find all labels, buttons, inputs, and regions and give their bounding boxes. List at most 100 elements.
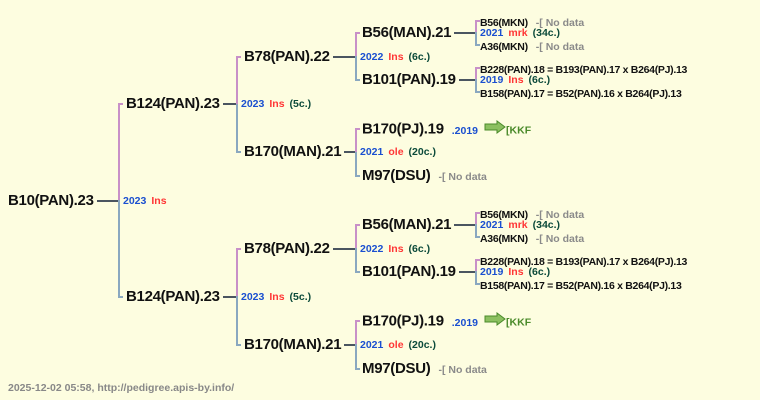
colony-count: (20c.) xyxy=(408,146,436,158)
mating-year: 2019 xyxy=(480,266,504,278)
pedigree-node[interactable]: B78(PAN).22 xyxy=(244,48,330,66)
node-name[interactable]: A36(MKN) xyxy=(480,41,528,53)
node-name[interactable]: B101(PAN).19 xyxy=(362,71,456,88)
pedigree-node[interactable]: B170(MAN).21 xyxy=(244,143,342,161)
connector-tick xyxy=(475,283,480,285)
connector-line xyxy=(454,224,475,226)
node-name[interactable]: B124(PAN).23 xyxy=(126,288,220,305)
node-name[interactable]: B158(PAN).17 = B52(PAN).16 x B264(PJ).13 xyxy=(480,88,682,100)
connector-line xyxy=(333,248,355,250)
connector-line-sire xyxy=(355,320,357,344)
pedigree-node[interactable]: A36(MKN) -[ No data xyxy=(480,229,584,247)
pedigree-node[interactable]: B170(PJ).19 .2019 [KKF xyxy=(362,120,531,139)
pedigree-node[interactable]: B124(PAN).23 xyxy=(126,288,220,306)
link-year[interactable]: .2019 xyxy=(451,316,479,329)
link-target[interactable]: [KKF xyxy=(506,316,532,329)
connector-tick xyxy=(355,32,360,34)
colony-count: (34c.) xyxy=(532,219,561,231)
pedigree-node[interactable]: B158(PAN).17 = B52(PAN).16 x B264(PJ).13 xyxy=(480,84,682,102)
mating-class: mrk xyxy=(508,219,528,231)
mating-year: 2023 xyxy=(241,98,265,110)
colony-count: (6c.) xyxy=(528,74,551,86)
connector-tick xyxy=(118,296,123,298)
node-name[interactable]: B170(MAN).21 xyxy=(244,143,342,160)
connector-line-dam xyxy=(355,151,357,177)
mating-label: 2023 Ins (5c.) xyxy=(241,97,311,111)
pedigree-node[interactable]: B170(PJ).19 .2019 [KKF xyxy=(362,312,531,331)
pedigree-node[interactable]: B10(PAN).23 xyxy=(8,192,94,210)
pedigree-node[interactable]: M97(DSU) -[ No data xyxy=(362,167,487,185)
mating-year: 2021 xyxy=(360,339,384,351)
mating-year: 2019 xyxy=(480,74,504,86)
connector-line xyxy=(97,200,118,202)
connector-line-dam xyxy=(118,199,120,298)
node-name[interactable]: B56(MKN) xyxy=(480,17,528,29)
mating-year: 2022 xyxy=(360,243,384,255)
link-year[interactable]: .2019 xyxy=(451,124,479,137)
node-name[interactable]: B124(PAN).23 xyxy=(126,95,220,112)
pedigree-node[interactable]: B228(PAN).18 = B193(PAN).17 x B264(PJ).1… xyxy=(480,252,687,270)
pedigree-node[interactable]: B158(PAN).17 = B52(PAN).16 x B264(PJ).13 xyxy=(480,276,682,294)
pedigree-node[interactable]: B56(MKN) -[ No data xyxy=(480,205,584,223)
connector-tick xyxy=(475,91,480,93)
colony-count: (6c.) xyxy=(408,51,431,63)
connector-line xyxy=(459,79,475,81)
pedigree-node[interactable]: B56(MAN).21 xyxy=(362,216,452,234)
connector-tick xyxy=(355,79,360,81)
pedigree-node[interactable]: B78(PAN).22 xyxy=(244,240,330,258)
pedigree-node[interactable]: B124(PAN).23 xyxy=(126,95,220,113)
mating-class: Ins xyxy=(151,195,167,207)
colony-count: (34c.) xyxy=(532,27,561,39)
pedigree-node[interactable]: B228(PAN).18 = B193(PAN).17 x B264(PJ).1… xyxy=(480,60,687,78)
pedigree-node[interactable]: B56(MAN).21 xyxy=(362,24,452,42)
connector-line-sire xyxy=(236,248,238,296)
connector-line-sire xyxy=(118,103,120,200)
connector-tick xyxy=(355,175,360,177)
node-name[interactable]: B56(MKN) xyxy=(480,209,528,221)
pedigree-node[interactable]: B101(PAN).19 xyxy=(362,263,456,281)
node-name[interactable]: M97(DSU) xyxy=(362,167,431,184)
mating-class: Ins xyxy=(269,291,285,303)
node-name[interactable]: B10(PAN).23 xyxy=(8,192,94,209)
connector-line-dam xyxy=(236,296,238,346)
arrow-right-icon[interactable] xyxy=(484,312,506,331)
node-name[interactable]: B56(MAN).21 xyxy=(362,216,452,233)
node-name[interactable]: B170(MAN).21 xyxy=(244,336,342,353)
pedigree-node[interactable]: M97(DSU) -[ No data xyxy=(362,360,487,378)
node-name[interactable]: B101(PAN).19 xyxy=(362,263,456,280)
node-name[interactable]: B228(PAN).18 = B193(PAN).17 x B264(PJ).1… xyxy=(480,64,688,76)
node-name[interactable]: B228(PAN).18 = B193(PAN).17 x B264(PJ).1… xyxy=(480,256,688,268)
connector-tick xyxy=(118,103,123,105)
pedigree-node[interactable]: B170(MAN).21 xyxy=(244,336,342,354)
node-name[interactable]: B56(MAN).21 xyxy=(362,24,452,41)
node-name[interactable]: B170(PJ).19 xyxy=(362,120,444,138)
mating-class: Ins xyxy=(508,74,524,86)
mating-label: 2022 Ins (6c.) xyxy=(360,50,430,64)
no-data-note: -[ No data xyxy=(535,17,585,29)
mating-class: Ins xyxy=(388,51,404,63)
mating-class: ole xyxy=(388,146,404,158)
connector-line-dam xyxy=(475,79,477,93)
colony-count: (5c.) xyxy=(289,291,312,303)
pedigree-node[interactable]: B101(PAN).19 xyxy=(362,71,456,89)
node-name[interactable]: A36(MKN) xyxy=(480,233,528,245)
pedigree-node[interactable]: A36(MKN) -[ No data xyxy=(480,37,584,55)
link-target[interactable]: [KKF xyxy=(506,124,532,137)
node-name[interactable]: M97(DSU) xyxy=(362,360,431,377)
arrow-right-icon[interactable] xyxy=(484,120,506,139)
footer-timestamp-url: 2025-12-02 05:58, http://pedigree.apis-b… xyxy=(8,382,235,394)
connector-line xyxy=(454,32,475,34)
connector-line-sire xyxy=(475,20,477,32)
no-data-note: -[ No data xyxy=(535,41,585,53)
node-name[interactable]: B158(PAN).17 = B52(PAN).16 x B264(PJ).13 xyxy=(480,280,682,292)
node-name[interactable]: B78(PAN).22 xyxy=(244,240,330,257)
mating-class: ole xyxy=(388,339,404,351)
connector-line-dam xyxy=(355,55,357,81)
connector-line-sire xyxy=(355,32,357,56)
connector-tick xyxy=(236,248,241,250)
mating-label: 2019 Ins (6c.) xyxy=(480,265,550,279)
node-name[interactable]: B170(PJ).19 xyxy=(362,312,444,330)
mating-year: 2022 xyxy=(360,51,384,63)
node-name[interactable]: B78(PAN).22 xyxy=(244,48,330,65)
pedigree-node[interactable]: B56(MKN) -[ No data xyxy=(480,13,584,31)
